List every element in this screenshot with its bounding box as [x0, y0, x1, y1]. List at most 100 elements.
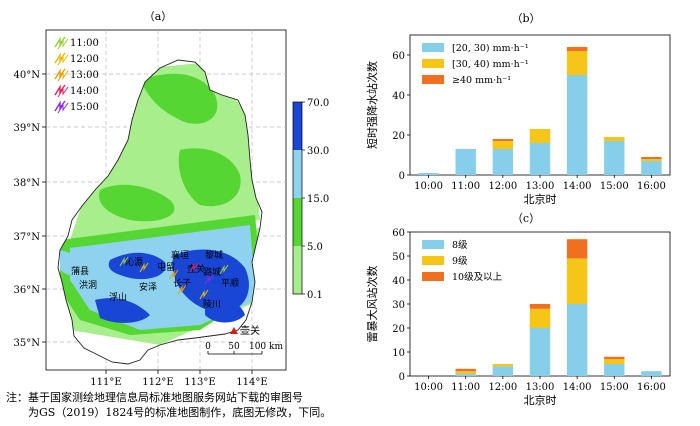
city-label: 蒲县 — [71, 265, 89, 277]
colorbar: 70.0 30.0 15.0 5.0 0.1 — [292, 98, 329, 301]
x-tick-label: 11:00 — [451, 382, 480, 393]
x-tick-label: 13:00 — [526, 181, 555, 192]
y-tick-label: 60 — [392, 228, 405, 239]
legend-time: 12:00 — [70, 54, 99, 65]
x-tick-label: 10:00 — [414, 181, 443, 192]
lightning-icon — [204, 274, 214, 285]
y-tick-label: 60 — [392, 51, 405, 62]
bar — [566, 47, 588, 51]
bar — [641, 371, 662, 376]
y-tick-label: 0 — [399, 372, 405, 383]
city-label: 屯留 — [157, 261, 175, 273]
bar — [529, 328, 551, 376]
x-axis-label: 北京时 — [524, 192, 557, 206]
lightning-icon — [57, 70, 69, 82]
panel-a-title: （a） — [144, 10, 173, 23]
scalebar-label-50: 50 — [228, 342, 240, 352]
city-label: 浮山 — [109, 291, 127, 303]
bar — [566, 51, 588, 75]
city-label: 陵川 — [203, 299, 221, 310]
legend-item: 11:00 — [54, 36, 99, 50]
time-legend: 11:00 12:00 13:00 14:00 15:00 — [54, 36, 99, 114]
figure-note: 注：基于国家测绘地理信息局标准地图服务网站下载的审图号 为GS（2019）182… — [6, 390, 331, 420]
lightning-icon — [189, 262, 199, 273]
legend-time: 15:00 — [70, 102, 99, 113]
x-tick-label: 15:00 — [600, 382, 629, 393]
lightning-icon — [57, 54, 69, 66]
colorbar-tick-label: 5.0 — [307, 242, 323, 253]
scalebar: 0 50 100 km — [205, 342, 283, 355]
bar — [604, 359, 625, 364]
map-frame — [45, 29, 287, 371]
x-tick-label: 10:00 — [414, 382, 443, 393]
bar — [566, 258, 588, 304]
legend-label: [20, 30) mm·h⁻¹ — [452, 43, 529, 54]
lightning-icon — [219, 264, 229, 275]
colorbar-segment — [293, 102, 302, 150]
x-tick-label: 16:00 — [637, 181, 666, 192]
lightning-icon — [57, 38, 69, 50]
x-axis-label: 北京时 — [524, 393, 557, 407]
y-tick-label: 50 — [392, 252, 405, 263]
station-marker: 壶关 — [230, 324, 260, 337]
bar — [492, 366, 514, 376]
bar — [604, 137, 625, 141]
y-tick-label: 30 — [392, 300, 405, 311]
scalebar-label-0: 0 — [205, 342, 211, 352]
y-tick-label: 40 — [392, 91, 405, 102]
y-tick-label: 40 — [392, 276, 405, 287]
panel-b-title: （b） — [511, 12, 540, 25]
bar — [492, 139, 514, 141]
legend-label: 8级 — [452, 239, 468, 251]
bar — [566, 239, 588, 259]
y-tick-label: 20 — [392, 131, 405, 142]
map-y-tick-label: 38°N — [14, 178, 41, 189]
city-label: 平顺 — [221, 278, 239, 289]
map-x-tick-label: 112°E — [142, 377, 173, 388]
lightning-icon — [177, 284, 187, 295]
legend-item: 14:00 — [54, 84, 99, 98]
precip-map: （a） 11:00 12:00 13:00 14:00 — [14, 10, 330, 388]
x-tick-label: 14:00 — [563, 181, 592, 192]
y-axis-label: 雷暴大风站次数 — [365, 266, 379, 343]
map-y-tick-label: 36°N — [14, 285, 41, 296]
colorbar-tick-label: 70.0 — [307, 98, 329, 109]
bar — [641, 161, 662, 175]
lightning-icon — [54, 100, 66, 112]
y-tick-label: 10 — [392, 348, 405, 359]
lightning-icon — [54, 84, 66, 96]
lightning-icon — [54, 68, 66, 80]
x-tick-label: 15:00 — [600, 181, 629, 192]
colorbar-segment — [293, 150, 302, 198]
chart-panel-b: （b） 0 20 40 60 10:00 11:00 12:00 13:00 14:00 15:0… — [365, 12, 671, 206]
triangle-icon — [230, 327, 238, 334]
map-x-tick-label: 114°E — [236, 377, 267, 388]
legend-swatch — [422, 256, 444, 265]
bar — [455, 371, 476, 374]
chart-panel-c: （c） 0 10 20 30 40 50 60 10:00 11:00 12:00 13:00 14:… — [365, 212, 671, 407]
bar — [455, 373, 476, 376]
legend-item: 13:00 — [54, 68, 99, 82]
x-tick-label: 11:00 — [451, 181, 480, 192]
city-label: 黎城 — [205, 249, 223, 261]
legend-label: [30, 40) mm·h⁻¹ — [452, 59, 529, 70]
lightning-icon — [169, 269, 179, 280]
legend-swatch — [422, 75, 444, 84]
city-label: 襄垣 — [171, 249, 189, 261]
station-label: 壶关 — [240, 324, 260, 337]
legend-swatch — [422, 240, 444, 249]
colorbar-tick-label: 15.0 — [307, 194, 329, 205]
lightning-icon — [199, 289, 209, 300]
scalebar-label-100: 100 km — [249, 342, 283, 352]
city-label: 长子 — [173, 277, 191, 289]
city-label: 洪洞 — [79, 279, 97, 291]
x-tick-label: 12:00 — [488, 382, 517, 393]
legend-swatch — [422, 59, 444, 68]
city-label: 安泽 — [139, 281, 157, 293]
map-x-tick-label: 111°E — [90, 377, 121, 388]
colorbar-tick-label: 0.1 — [307, 290, 323, 301]
city-label: 沁源 — [125, 257, 143, 268]
map-y-tick-label: 35°N — [14, 338, 41, 349]
colorbar-segment — [293, 198, 302, 246]
bar — [566, 75, 588, 175]
